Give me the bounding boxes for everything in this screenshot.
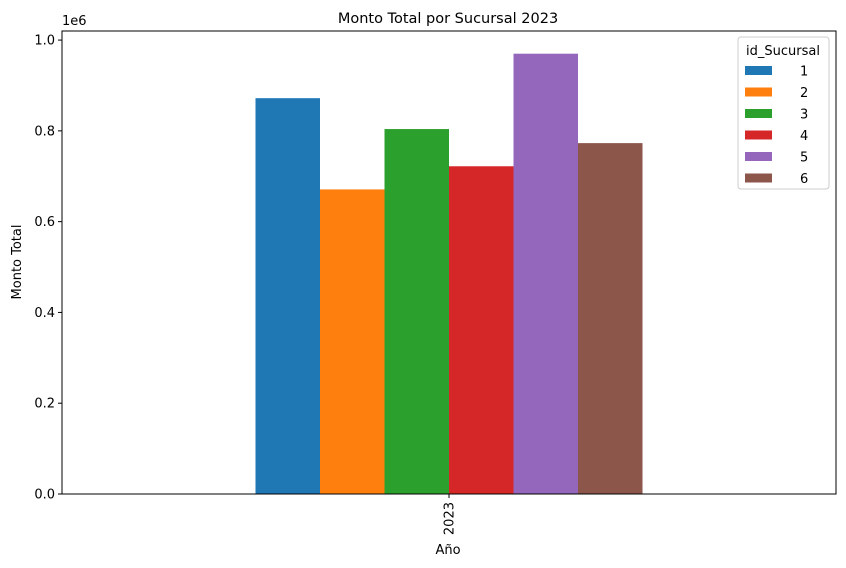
y-tick-label: 0.6 <box>34 215 55 230</box>
legend-title: id_Sucursal <box>746 44 820 59</box>
legend-label-1: 1 <box>800 65 808 80</box>
y-tick-label: 0.2 <box>34 397 55 412</box>
legend-label-6: 6 <box>800 172 808 187</box>
legend-swatch-6 <box>745 173 772 183</box>
y-tick-label: 0.4 <box>34 306 55 321</box>
legend-label-4: 4 <box>800 129 808 144</box>
bar-sucursal-4 <box>449 166 514 494</box>
bar-sucursal-5 <box>513 53 578 494</box>
legend-label-3: 3 <box>800 108 808 123</box>
chart-title: Monto Total por Sucursal 2023 <box>338 11 558 27</box>
legend-swatch-4 <box>745 130 772 140</box>
legend: id_Sucursal 1 2 3 4 5 6 <box>737 36 830 190</box>
x-tick-label: 2023 <box>443 502 458 535</box>
x-axis-title: Año <box>435 543 460 558</box>
legend-label-5: 5 <box>800 151 808 166</box>
legend-swatch-1 <box>745 66 772 75</box>
legend-items: 1 2 3 4 5 6 <box>745 65 808 187</box>
y-tick-label: 0.0 <box>34 488 55 503</box>
y-tick-label: 0.8 <box>34 124 55 139</box>
y-axis: 0.0 0.2 0.4 0.6 0.8 1.0 <box>34 34 62 503</box>
bar-sucursal-6 <box>578 143 643 494</box>
legend-label-2: 2 <box>800 86 808 101</box>
legend-swatch-2 <box>745 87 772 97</box>
x-axis: 2023 <box>443 494 458 535</box>
legend-swatch-5 <box>745 152 772 161</box>
bars-group <box>255 53 643 495</box>
bar-sucursal-1 <box>255 98 320 495</box>
bar-sucursal-3 <box>384 129 449 495</box>
bar-sucursal-2 <box>320 189 385 495</box>
y-scale-label: 1e6 <box>62 14 87 29</box>
y-axis-title: Monto Total <box>10 225 25 300</box>
legend-swatch-3 <box>745 109 772 118</box>
y-tick-label: 1.0 <box>34 34 55 49</box>
